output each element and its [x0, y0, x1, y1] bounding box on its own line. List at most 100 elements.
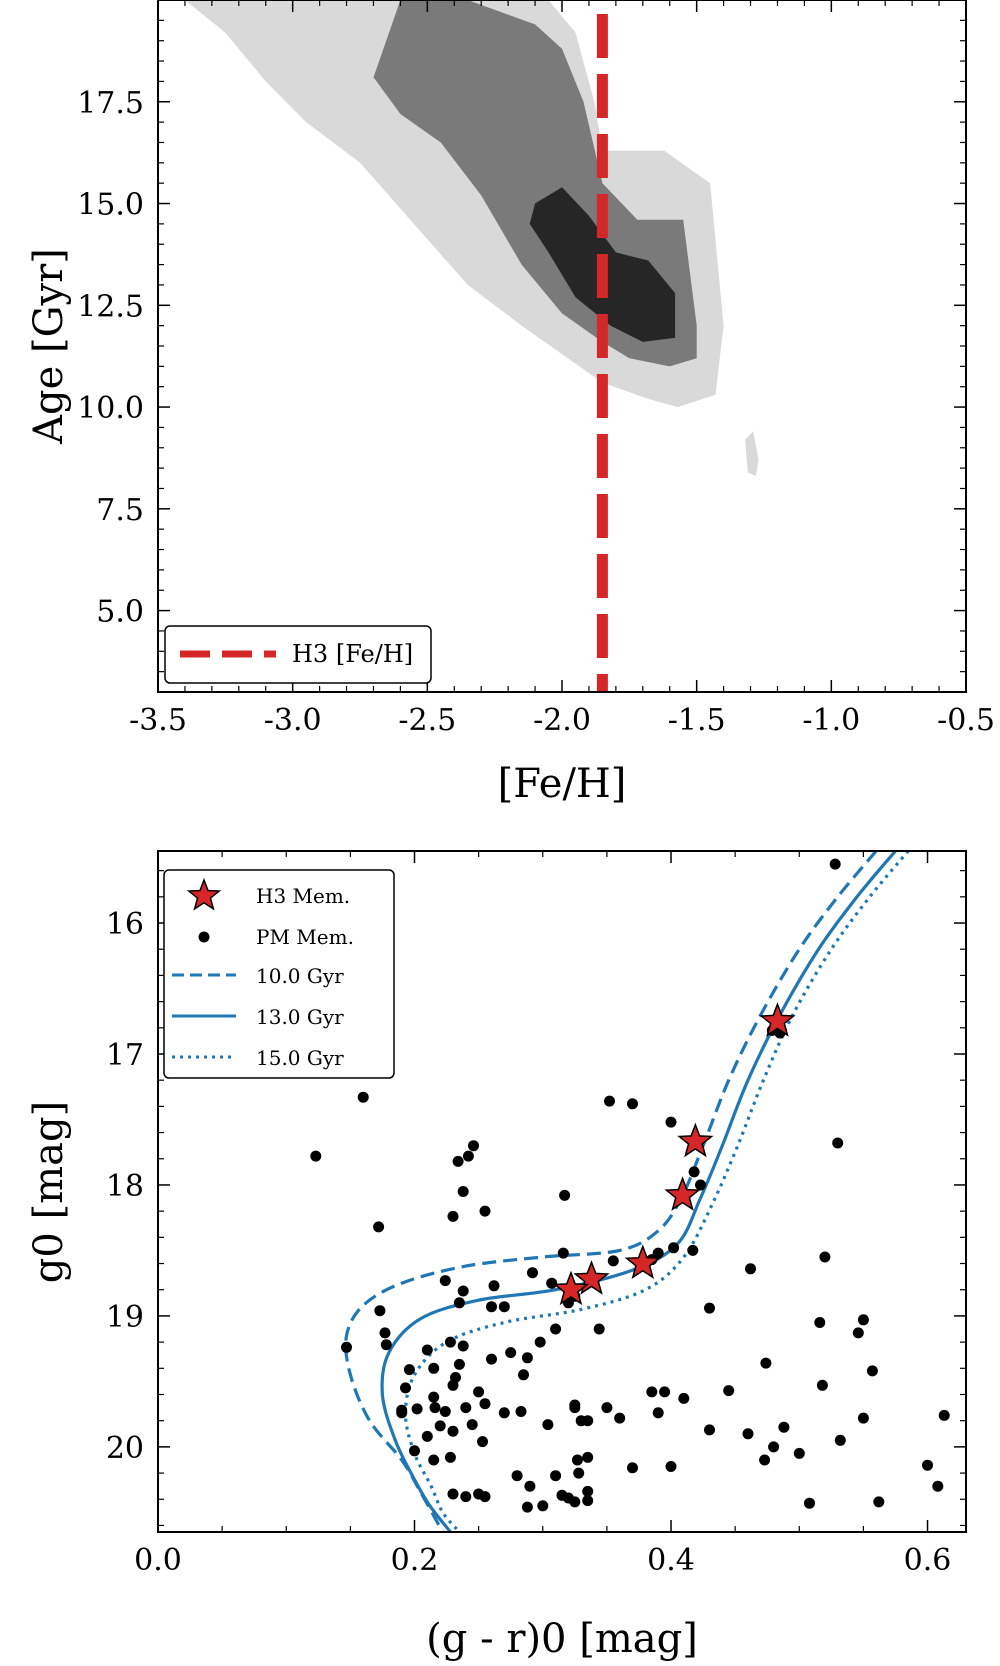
- pm-member-point: [665, 1116, 677, 1128]
- pm-member-point: [409, 1445, 420, 1457]
- pm-member-point: [569, 1496, 581, 1508]
- pm-member-point: [569, 1402, 581, 1414]
- pm-member-point: [511, 1470, 523, 1482]
- top-ytick-label: 10.0: [77, 391, 144, 426]
- pm-member-point: [614, 1412, 626, 1424]
- pm-member-point: [486, 1301, 497, 1313]
- h3-member-star: [664, 1176, 701, 1211]
- pm-member-point: [804, 1497, 815, 1509]
- top-ytick-label: 7.5: [96, 493, 144, 528]
- pm-member-point: [460, 1402, 472, 1414]
- pm-member-point: [521, 1501, 533, 1513]
- bottom-xtick-label: 0.0: [134, 1543, 182, 1578]
- legend-h3-mem-label: H3 Mem.: [256, 884, 350, 908]
- pm-member-point: [687, 1244, 699, 1256]
- pm-member-point: [582, 1451, 594, 1463]
- legend-10gyr-label: 10.0 Gyr: [256, 964, 344, 988]
- pm-member-point: [428, 1362, 440, 1374]
- legend-top: H3 [Fe/H]: [164, 625, 432, 684]
- pm-member-point: [466, 1419, 478, 1431]
- top-xtick-label: -1.5: [668, 703, 726, 738]
- bottom-xtick-label: 0.6: [904, 1543, 952, 1578]
- pm-member-point: [678, 1392, 690, 1404]
- pm-member-point: [852, 1327, 864, 1339]
- pm-member-point: [357, 1091, 369, 1103]
- pm-member-point: [829, 858, 841, 870]
- legend-h3-label: H3 [Fe/H]: [292, 640, 413, 668]
- age-metallicity-panel: -3.5 -3.0 -2.5 -2.0 -1.5 -1.0 -0.5 5.0 7.5 10.0 12…: [26, 0, 995, 807]
- top-ytick-label: 12.5: [77, 289, 144, 324]
- bottom-ytick-label: 18: [106, 1169, 144, 1204]
- bottom-xtick-label: 0.4: [647, 1543, 695, 1578]
- pm-member-point: [310, 1150, 322, 1162]
- top-xtick-label: -3.0: [264, 703, 322, 738]
- h3-member-star: [552, 1270, 590, 1306]
- pm-member-point: [498, 1407, 510, 1419]
- legend-pm-mem-label: PM Mem.: [256, 925, 354, 949]
- pm-member-point: [479, 1398, 491, 1410]
- pm-member-point: [819, 1251, 831, 1263]
- pm-member-point: [922, 1459, 933, 1471]
- pm-member-point: [468, 1140, 479, 1152]
- pm-member-point: [439, 1406, 451, 1417]
- pm-member-point: [439, 1275, 451, 1287]
- pm-member-point: [421, 1344, 433, 1356]
- contour-outer-island: [745, 431, 759, 477]
- pm-member-point: [460, 1491, 472, 1503]
- pm-member-point: [601, 1402, 613, 1414]
- pm-member-point: [582, 1415, 594, 1427]
- pm-member-point: [571, 1454, 583, 1466]
- isochrone-solid: [380, 851, 897, 1532]
- pm-member-point: [652, 1407, 664, 1419]
- cmd-panel: 0.0 0.2 0.4 0.6 16 17 18 19 20 (g - r)0 [mag] g0…: [26, 850, 967, 1662]
- h3-members: [552, 1002, 796, 1306]
- pm-member-point: [704, 1424, 715, 1436]
- pm-member-point: [932, 1480, 944, 1492]
- pm-member-point: [593, 1323, 605, 1335]
- top-ytick-label: 17.5: [77, 86, 144, 121]
- pm-member-point: [396, 1407, 408, 1419]
- pm-member-point: [473, 1386, 485, 1398]
- plot-frame-top: [157, 0, 967, 693]
- top-xtick-label: -2.0: [533, 703, 591, 738]
- pm-member-point: [373, 1221, 385, 1233]
- pm-member-point: [745, 1263, 756, 1275]
- h3-member-star: [624, 1244, 661, 1279]
- pm-member-point: [403, 1364, 415, 1376]
- pm-member-point: [447, 1210, 459, 1222]
- pm-member-point: [457, 1285, 469, 1297]
- legend-bottom: H3 Mem. PM Mem. 10.0 Gyr 13.0 Gyr 15.0 G…: [163, 869, 395, 1079]
- pm-member-point: [816, 1379, 828, 1391]
- pm-member-point: [521, 1352, 533, 1364]
- pm-member-point: [832, 1137, 844, 1149]
- pm-member-point: [857, 1412, 869, 1424]
- pm-member-point: [607, 1255, 619, 1267]
- pm-member-point: [938, 1409, 950, 1421]
- legend-box: [164, 625, 432, 684]
- pm-member-point: [768, 1441, 780, 1453]
- pm-member-point: [380, 1339, 392, 1351]
- bottom-ytick-label: 16: [106, 907, 144, 942]
- pm-member-point: [453, 1297, 465, 1309]
- h3-member-star: [759, 1002, 796, 1037]
- pm-member-point: [814, 1317, 826, 1328]
- top-xtick-label: -0.5: [937, 703, 995, 738]
- pm-member-point: [341, 1341, 352, 1353]
- isochrone-dotted: [403, 851, 910, 1532]
- top-xtick-label: -1.0: [802, 703, 860, 738]
- plot-frame-bottom: [157, 850, 967, 1533]
- isochrones: [344, 851, 910, 1532]
- pm-member-point: [457, 1340, 469, 1352]
- pm-member-point: [704, 1302, 715, 1314]
- pm-member-point: [537, 1500, 549, 1512]
- pm-member-point: [723, 1385, 735, 1397]
- legend-star-mark: [186, 877, 222, 911]
- h3-member-star: [573, 1260, 610, 1295]
- pm-member-point: [695, 1179, 706, 1191]
- pm-member-point: [505, 1347, 517, 1359]
- pm-member-point: [428, 1391, 440, 1403]
- legend-13gyr-label: 13.0 Gyr: [256, 1005, 344, 1029]
- pm-member-point: [486, 1353, 497, 1365]
- pm-member-point: [759, 1454, 771, 1466]
